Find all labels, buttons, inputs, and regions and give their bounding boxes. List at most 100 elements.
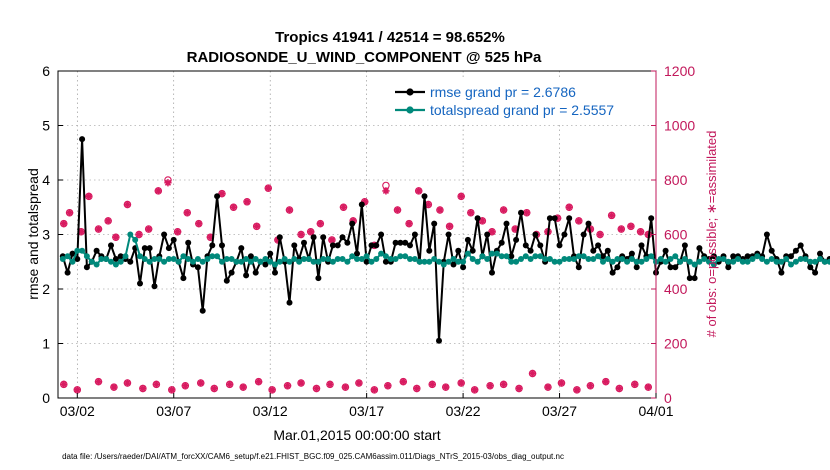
rmse-point: [575, 264, 582, 271]
obs-assimilated-low-marker: [586, 382, 595, 390]
totalspread-point: [219, 258, 225, 265]
totalspread-point: [378, 250, 385, 257]
y-right-tick-label: 0: [664, 390, 672, 406]
totalspread-point: [325, 256, 332, 262]
totalspread-point: [638, 258, 645, 265]
x-tick-label: 03/07: [156, 403, 191, 419]
totalspread-point: [556, 258, 563, 265]
rmse-point: [474, 215, 481, 222]
totalspread-point: [681, 256, 688, 262]
totalspread-point: [228, 256, 235, 262]
rmse-point: [127, 258, 134, 265]
rmse-point: [354, 250, 360, 257]
x-axis-label: Mar.01,2015 00:00:00 start: [273, 427, 440, 443]
obs-assimilated-low-marker: [123, 379, 132, 387]
rmse-point: [778, 269, 785, 276]
y-left-tick-label: 4: [42, 172, 50, 188]
rmse-point: [310, 234, 317, 241]
totalspread-point: [59, 256, 66, 262]
rmse-point: [272, 269, 278, 276]
rmse-point: [604, 247, 611, 254]
rmse-point: [108, 242, 114, 249]
totalspread-point: [672, 253, 679, 260]
rmse-point: [209, 242, 216, 249]
rmse-point: [170, 236, 177, 243]
rmse-point: [464, 236, 471, 243]
obs-assimilated-low-marker: [355, 379, 363, 387]
obs-assimilated-marker: [112, 233, 120, 241]
series-layer: [59, 136, 830, 344]
totalspread-point: [387, 256, 394, 262]
obs-assimilated-low-marker: [615, 384, 623, 393]
rmse-point: [339, 234, 346, 241]
rmse-point: [315, 275, 322, 282]
obs-assimilated-low-marker: [602, 378, 610, 386]
rmse-point: [267, 250, 274, 257]
x-tick-label: 03/27: [542, 403, 577, 419]
rmse-point: [146, 245, 153, 252]
legend-box: [393, 79, 651, 123]
rmse-point: [455, 247, 462, 254]
totalspread-point: [122, 253, 129, 260]
totalspread-point: [739, 258, 746, 265]
rmse-point: [537, 242, 544, 249]
totalspread-point: [151, 256, 158, 262]
totalspread-point: [339, 256, 346, 262]
totalspread-point: [180, 253, 187, 260]
totalspread-point: [93, 261, 100, 268]
totalspread-point: [204, 256, 211, 262]
totalspread-point: [247, 258, 254, 265]
rmse-point: [710, 253, 717, 260]
rmse-point: [561, 231, 568, 238]
totalspread-point: [493, 250, 500, 257]
legend-rmse-marker: [406, 88, 414, 96]
obs-assimilated-marker: [361, 198, 369, 206]
totalspread-point: [826, 258, 830, 265]
totalspread-point: [754, 253, 761, 260]
totalspread-point: [489, 250, 495, 257]
rmse-point: [450, 261, 457, 268]
rmse-point: [527, 247, 534, 254]
y-right-tick-label: 1200: [664, 63, 695, 79]
rmse-point: [600, 253, 606, 260]
totalspread-point: [233, 258, 240, 265]
totalspread-point: [571, 256, 577, 262]
x-tick-label: 03/17: [349, 403, 384, 419]
rmse-point: [498, 239, 505, 246]
obs-assimilated-marker: [206, 233, 214, 241]
obs-assimilated-marker: [164, 179, 172, 187]
rmse-point: [243, 272, 250, 279]
rmse-point: [518, 209, 524, 216]
obs-assimilated-marker: [457, 192, 465, 200]
chart-title-line1: Tropics 41941 / 42514 = 98.652%: [275, 29, 505, 46]
rmse-point: [817, 250, 823, 257]
obs-assimilated-marker: [218, 190, 226, 198]
totalspread-point: [238, 258, 245, 265]
totalspread-point: [165, 256, 172, 262]
totalspread-point: [354, 256, 360, 262]
totalspread-point: [561, 256, 568, 262]
totalspread-point: [817, 256, 823, 262]
totalspread-point: [595, 253, 602, 260]
rmse-point: [344, 239, 351, 246]
totalspread-point: [358, 256, 365, 262]
obs-assimilated-low-marker: [94, 378, 103, 386]
rmse-point: [686, 275, 693, 282]
rmse-point: [262, 261, 269, 268]
obs-assimilated-low-marker: [197, 379, 205, 387]
rmse-point: [445, 231, 452, 238]
rmse-point: [469, 247, 476, 254]
rmse-point: [194, 264, 201, 271]
totalspread-point: [214, 253, 221, 260]
obs-assimilated-low-marker: [73, 386, 81, 394]
totalspread-point: [455, 258, 462, 265]
rmse-point: [407, 242, 413, 249]
totalspread-point: [503, 253, 510, 260]
rmse-point: [768, 247, 775, 254]
rmse-point: [180, 275, 187, 282]
rmse-point: [214, 193, 221, 200]
chart-title-line2: RADIOSONDE_U_WIND_COMPONENT @ 525 hPa: [187, 49, 542, 66]
totalspread-point: [768, 256, 775, 262]
obs-assimilated-marker: [77, 228, 85, 236]
rmse-point: [397, 239, 404, 246]
